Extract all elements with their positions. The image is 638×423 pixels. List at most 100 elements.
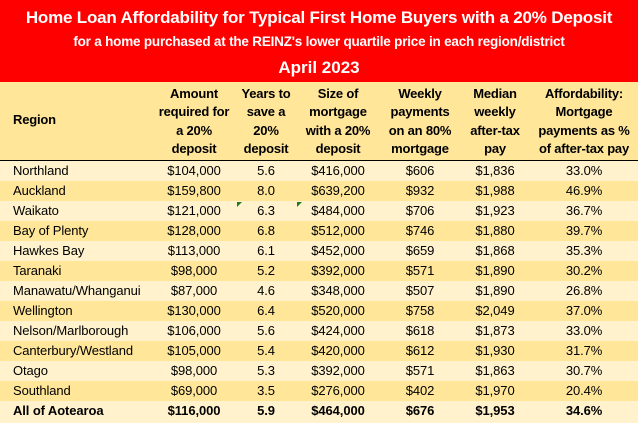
cell-years-to-save[interactable]: 6.3: [236, 201, 296, 221]
cell-mortgage-size[interactable]: $512,000: [296, 221, 380, 241]
cell-deposit-amount[interactable]: $104,000: [152, 160, 236, 181]
cell-deposit-amount[interactable]: $69,000: [152, 381, 236, 401]
cell-mortgage-size[interactable]: $452,000: [296, 241, 380, 261]
cell-years-to-save[interactable]: 5.6: [236, 160, 296, 181]
cell-affordability[interactable]: 37.0%: [530, 301, 638, 321]
cell-region[interactable]: Southland: [0, 381, 152, 401]
cell-affordability[interactable]: 20.4%: [530, 381, 638, 401]
cell-weekly-payments[interactable]: $659: [380, 241, 460, 261]
cell-affordability[interactable]: 33.0%: [530, 160, 638, 181]
cell-median-pay[interactable]: $1,880: [460, 221, 530, 241]
cell-weekly-payments[interactable]: $706: [380, 201, 460, 221]
cell-mortgage-size[interactable]: $392,000: [296, 261, 380, 281]
cell-affordability[interactable]: 30.2%: [530, 261, 638, 281]
cell-affordability[interactable]: 31.7%: [530, 341, 638, 361]
cell-median-pay[interactable]: $1,863: [460, 361, 530, 381]
cell-region[interactable]: Bay of Plenty: [0, 221, 152, 241]
header-region[interactable]: Region: [0, 82, 152, 161]
cell-years-to-save[interactable]: 5.2: [236, 261, 296, 281]
cell-median-pay[interactable]: $1,873: [460, 321, 530, 341]
cell-mortgage-size[interactable]: $416,000: [296, 160, 380, 181]
cell-years-to-save[interactable]: 4.6: [236, 281, 296, 301]
cell-affordability[interactable]: 46.9%: [530, 181, 638, 201]
cell-mortgage-size[interactable]: $276,000: [296, 381, 380, 401]
cell-deposit-amount[interactable]: $159,800: [152, 181, 236, 201]
cell-region[interactable]: All of Aotearoa: [0, 401, 152, 421]
cell-years-to-save[interactable]: 5.6: [236, 321, 296, 341]
cell-median-pay[interactable]: $1,890: [460, 281, 530, 301]
cell-years-to-save[interactable]: 6.8: [236, 221, 296, 241]
cell-mortgage-size[interactable]: $392,000: [296, 361, 380, 381]
cell-mortgage-size[interactable]: $639,200: [296, 181, 380, 201]
cell-mortgage-size[interactable]: $484,000: [296, 201, 380, 221]
cell-region[interactable]: Manawatu/Whanganui: [0, 281, 152, 301]
cell-years-to-save[interactable]: 5.9: [236, 401, 296, 421]
error-indicator-icon[interactable]: [297, 201, 302, 207]
cell-region[interactable]: Otago: [0, 361, 152, 381]
cell-mortgage-size[interactable]: $424,000: [296, 321, 380, 341]
cell-median-pay[interactable]: $1,923: [460, 201, 530, 221]
cell-median-pay[interactable]: $1,890: [460, 261, 530, 281]
header-weekly-payments[interactable]: Weekly payments on an 80% mortgage: [380, 82, 460, 161]
cell-deposit-amount[interactable]: $128,000: [152, 221, 236, 241]
cell-deposit-amount[interactable]: $98,000: [152, 261, 236, 281]
cell-weekly-payments[interactable]: $618: [380, 321, 460, 341]
cell-deposit-amount[interactable]: $87,000: [152, 281, 236, 301]
cell-region[interactable]: Wellington: [0, 301, 152, 321]
cell-region[interactable]: Auckland: [0, 181, 152, 201]
cell-affordability[interactable]: 35.3%: [530, 241, 638, 261]
cell-median-pay[interactable]: $1,930: [460, 341, 530, 361]
header-median-pay[interactable]: Median weekly after-tax pay: [460, 82, 530, 161]
cell-deposit-amount[interactable]: $116,000: [152, 401, 236, 421]
cell-affordability[interactable]: 30.7%: [530, 361, 638, 381]
cell-median-pay[interactable]: $1,836: [460, 160, 530, 181]
cell-weekly-payments[interactable]: $676: [380, 401, 460, 421]
cell-median-pay[interactable]: $2,049: [460, 301, 530, 321]
cell-years-to-save[interactable]: 3.5: [236, 381, 296, 401]
cell-deposit-amount[interactable]: $130,000: [152, 301, 236, 321]
header-deposit-amount[interactable]: Amount required for a 20% deposit: [152, 82, 236, 161]
cell-median-pay[interactable]: $1,970: [460, 381, 530, 401]
cell-weekly-payments[interactable]: $606: [380, 160, 460, 181]
cell-mortgage-size[interactable]: $420,000: [296, 341, 380, 361]
cell-region[interactable]: Waikato: [0, 201, 152, 221]
cell-weekly-payments[interactable]: $571: [380, 261, 460, 281]
header-years-to-save[interactable]: Years to save a 20% deposit: [236, 82, 296, 161]
cell-years-to-save[interactable]: 5.3: [236, 361, 296, 381]
cell-deposit-amount[interactable]: $105,000: [152, 341, 236, 361]
cell-years-to-save[interactable]: 6.1: [236, 241, 296, 261]
cell-region[interactable]: Hawkes Bay: [0, 241, 152, 261]
cell-affordability[interactable]: 34.6%: [530, 401, 638, 421]
cell-years-to-save[interactable]: 8.0: [236, 181, 296, 201]
cell-deposit-amount[interactable]: $121,000: [152, 201, 236, 221]
cell-weekly-payments[interactable]: $571: [380, 361, 460, 381]
error-indicator-icon[interactable]: [237, 201, 242, 207]
cell-years-to-save[interactable]: 6.4: [236, 301, 296, 321]
cell-region[interactable]: Taranaki: [0, 261, 152, 281]
cell-region[interactable]: Northland: [0, 160, 152, 181]
cell-weekly-payments[interactable]: $746: [380, 221, 460, 241]
cell-mortgage-size[interactable]: $464,000: [296, 401, 380, 421]
cell-median-pay[interactable]: $1,953: [460, 401, 530, 421]
cell-mortgage-size[interactable]: $348,000: [296, 281, 380, 301]
cell-deposit-amount[interactable]: $113,000: [152, 241, 236, 261]
cell-affordability[interactable]: 26.8%: [530, 281, 638, 301]
cell-affordability[interactable]: 39.7%: [530, 221, 638, 241]
cell-weekly-payments[interactable]: $402: [380, 381, 460, 401]
cell-region[interactable]: Canterbury/Westland: [0, 341, 152, 361]
cell-deposit-amount[interactable]: $98,000: [152, 361, 236, 381]
cell-deposit-amount[interactable]: $106,000: [152, 321, 236, 341]
cell-affordability[interactable]: 33.0%: [530, 321, 638, 341]
cell-affordability[interactable]: 36.7%: [530, 201, 638, 221]
header-mortgage-size[interactable]: Size of mortgage with a 20% deposit: [296, 82, 380, 161]
cell-weekly-payments[interactable]: $507: [380, 281, 460, 301]
cell-median-pay[interactable]: $1,988: [460, 181, 530, 201]
cell-weekly-payments[interactable]: $758: [380, 301, 460, 321]
cell-mortgage-size[interactable]: $520,000: [296, 301, 380, 321]
cell-years-to-save[interactable]: 5.4: [236, 341, 296, 361]
cell-weekly-payments[interactable]: $932: [380, 181, 460, 201]
header-affordability[interactable]: Affordability: Mortgage payments as % of af…: [530, 82, 638, 161]
cell-median-pay[interactable]: $1,868: [460, 241, 530, 261]
cell-region[interactable]: Nelson/Marlborough: [0, 321, 152, 341]
cell-weekly-payments[interactable]: $612: [380, 341, 460, 361]
